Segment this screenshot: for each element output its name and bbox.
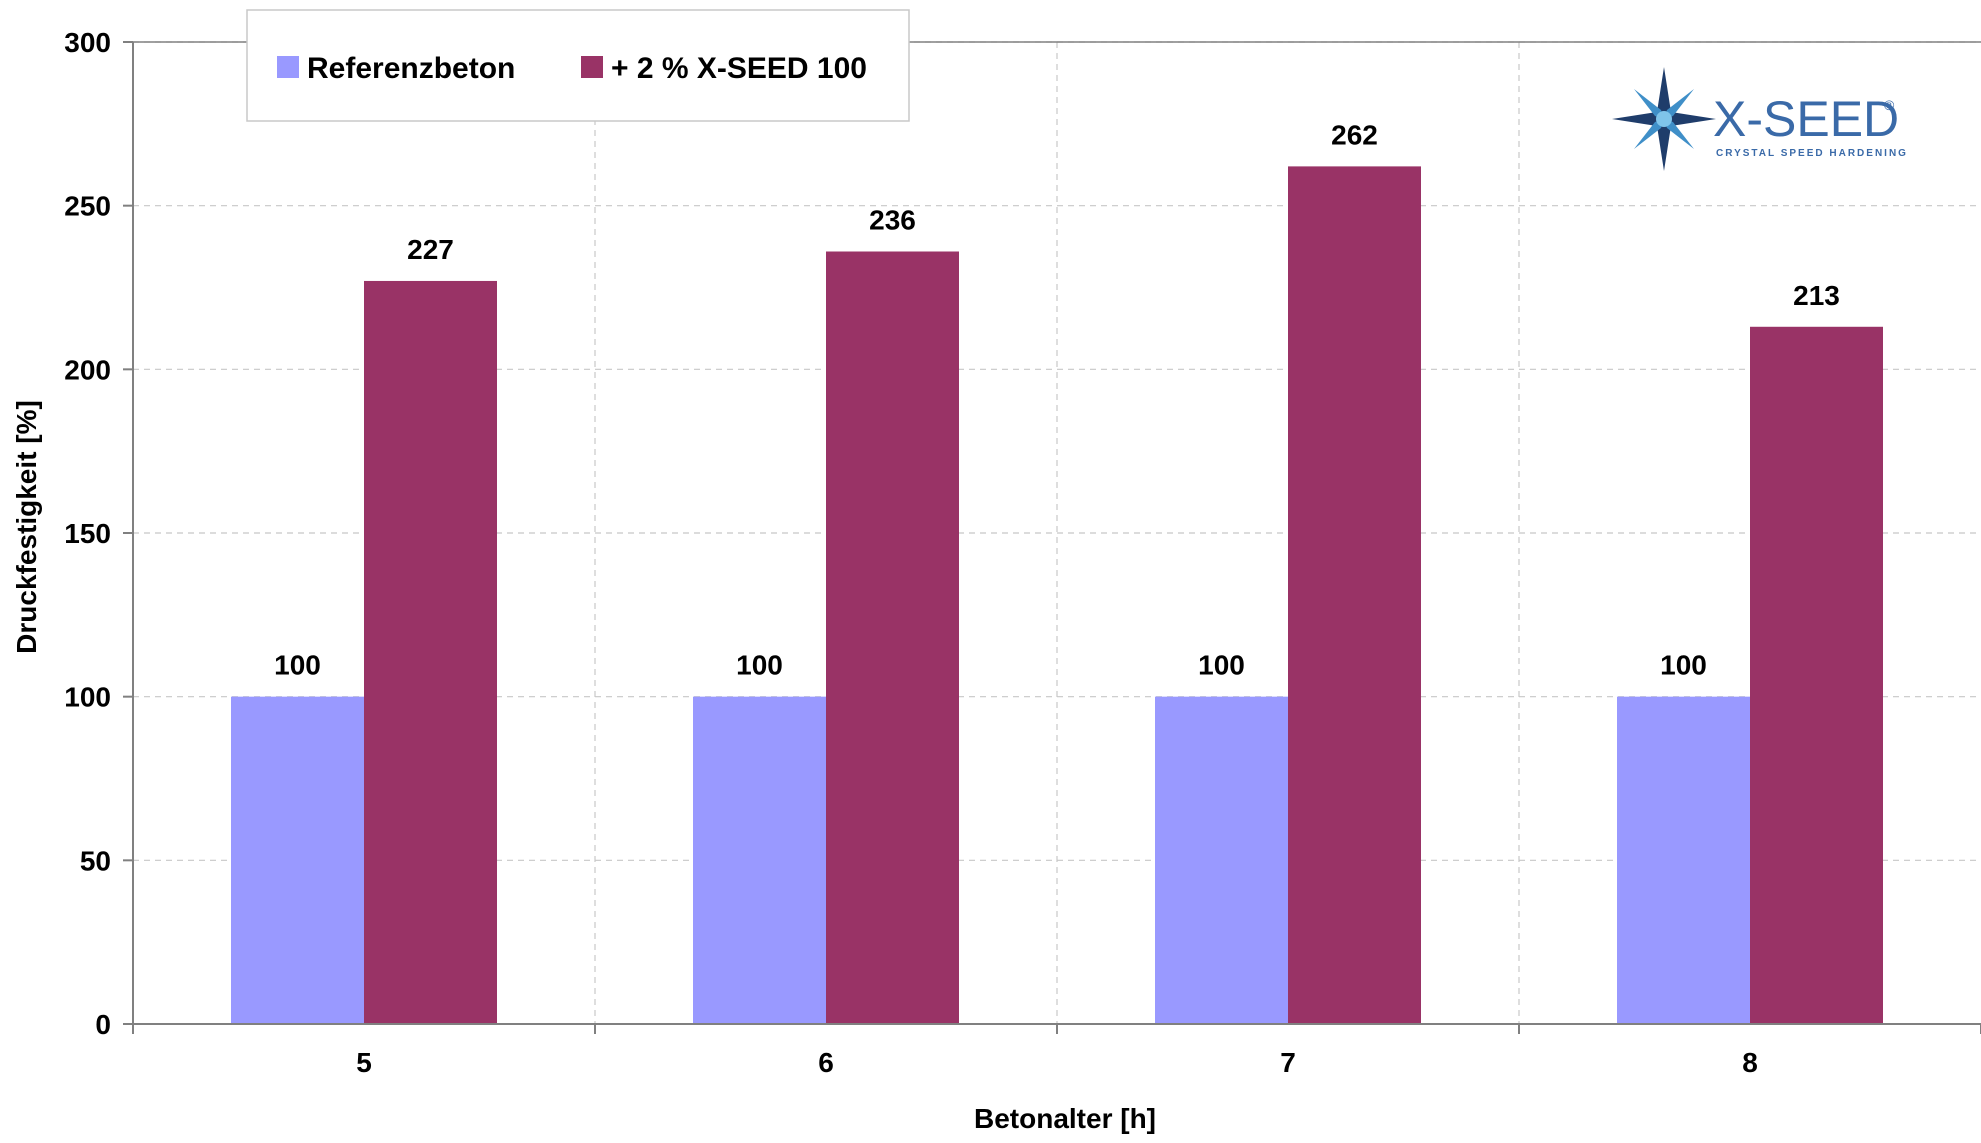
y-axis-title: Druckfestigkeit [%]	[11, 400, 42, 654]
data-label: 100	[1660, 650, 1707, 681]
legend-box	[246, 9, 910, 122]
x-seed-logo: X-SEED ® CRYSTAL SPEED HARDENING	[1612, 67, 1908, 171]
legend-label-referenzbeton: Referenzbeton	[307, 52, 515, 85]
x-tick-label: 6	[818, 1047, 834, 1078]
data-label: 227	[407, 234, 454, 265]
axes: 0 50 100 150 200 250 300 5 6 7 8	[64, 27, 1981, 1078]
y-tick-label: 200	[64, 354, 111, 385]
logo-tagline: CRYSTAL SPEED HARDENING	[1716, 148, 1908, 159]
bar-xseed	[1288, 166, 1421, 1025]
star-burst-icon	[1612, 67, 1716, 171]
x-tick-label: 7	[1280, 1047, 1296, 1078]
data-label: 262	[1331, 119, 1378, 150]
y-tick-label: 50	[80, 845, 111, 876]
x-axis-title: Betonalter [h]	[974, 1103, 1156, 1134]
bar-xseed	[1750, 326, 1883, 1024]
y-tick-label: 150	[64, 518, 111, 549]
bar-xseed	[364, 280, 497, 1024]
logo-wordmark: X-SEED	[1713, 91, 1899, 147]
x-tick-label: 5	[356, 1047, 372, 1078]
bar-referenzbeton	[1155, 696, 1288, 1024]
legend-label-xseed: + 2 % X-SEED 100	[611, 52, 867, 85]
bars-group	[231, 166, 1883, 1025]
data-label: 100	[736, 650, 783, 681]
y-tick-label: 250	[64, 191, 111, 222]
bar-referenzbeton	[231, 696, 364, 1024]
data-labels: 100 227 100 236 100 262 100 213	[274, 119, 1840, 680]
x-tick-label: 8	[1742, 1047, 1758, 1078]
data-label: 213	[1793, 280, 1840, 311]
y-tick-label: 100	[64, 682, 111, 713]
legend-swatch-xseed	[581, 56, 603, 78]
bar-referenzbeton	[693, 696, 826, 1024]
bar-xseed	[826, 251, 959, 1024]
legend-swatch-referenzbeton	[277, 56, 299, 78]
y-tick-label: 300	[64, 27, 111, 58]
y-tick-label: 0	[95, 1009, 111, 1040]
legend: Referenzbeton + 2 % X-SEED 100	[246, 9, 910, 122]
data-label: 100	[1198, 650, 1245, 681]
bar-referenzbeton	[1617, 696, 1750, 1024]
logo-registered-mark: ®	[1884, 97, 1895, 113]
data-label: 100	[274, 650, 321, 681]
data-label: 236	[869, 204, 916, 235]
